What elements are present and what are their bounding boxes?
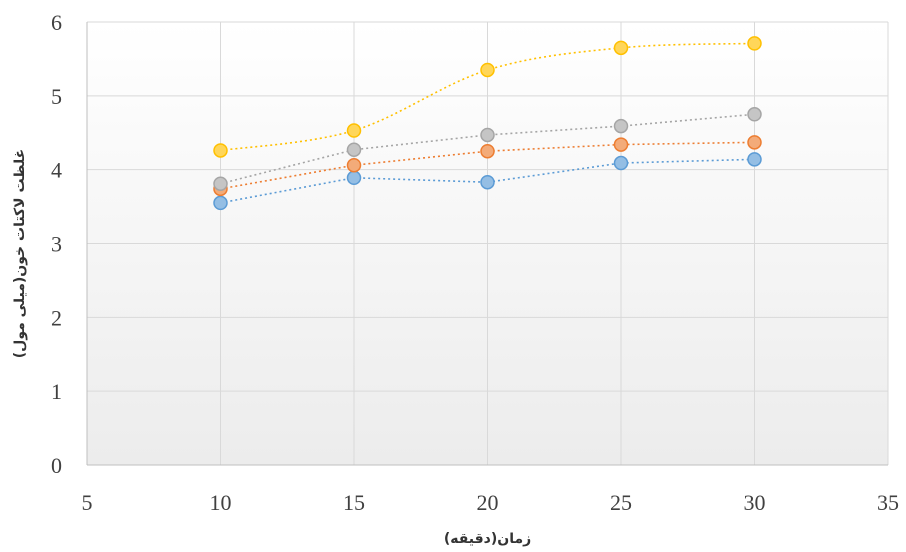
axes: [86, 22, 888, 466]
y-tick-label: 5: [51, 84, 62, 109]
x-tick-label: 25: [610, 490, 632, 515]
data-point: [346, 123, 362, 138]
series-4: [213, 36, 762, 158]
data-point: [213, 195, 228, 211]
data-point: [613, 40, 629, 56]
data-point: [747, 135, 762, 150]
data-point: [346, 142, 362, 157]
tick-labels: 5 10 15 20 25 30 35 0 1 2 3 4 5 6: [51, 10, 899, 515]
data-point: [613, 118, 629, 134]
series-3: [213, 107, 762, 191]
series-group: [213, 36, 762, 211]
data-point: [346, 170, 362, 186]
y-tick-label: 0: [51, 453, 62, 478]
data-point: [213, 176, 228, 191]
data-point: [613, 137, 629, 152]
data-point: [613, 155, 629, 171]
y-tick-label: 4: [51, 158, 62, 183]
gridlines: [87, 21, 889, 465]
y-tick-label: 3: [51, 232, 62, 257]
y-tick-label: 2: [51, 305, 62, 330]
x-tick-label: 35: [877, 490, 899, 515]
x-tick-label: 30: [744, 490, 766, 515]
x-tick-label: 20: [477, 490, 499, 515]
data-point: [480, 143, 495, 159]
series-line: [220, 141, 755, 190]
y-axis-title: غلظت لاکتات خون(میلی مول): [12, 149, 28, 358]
y-tick-label: 6: [51, 10, 62, 35]
x-axis-title: زمان(دقیقه): [444, 531, 531, 547]
x-tick-label: 5: [82, 490, 93, 515]
x-tick-label: 10: [210, 490, 232, 515]
data-point: [213, 143, 228, 158]
data-point: [346, 157, 362, 173]
y-tick-label: 1: [51, 379, 62, 404]
x-tick-label: 15: [343, 490, 365, 515]
data-point: [480, 174, 495, 190]
data-point: [747, 152, 762, 167]
series-line: [220, 158, 755, 204]
series-line: [220, 113, 755, 185]
data-point: [480, 62, 495, 78]
data-point: [480, 127, 495, 143]
data-point: [747, 107, 762, 122]
data-point: [747, 36, 762, 51]
